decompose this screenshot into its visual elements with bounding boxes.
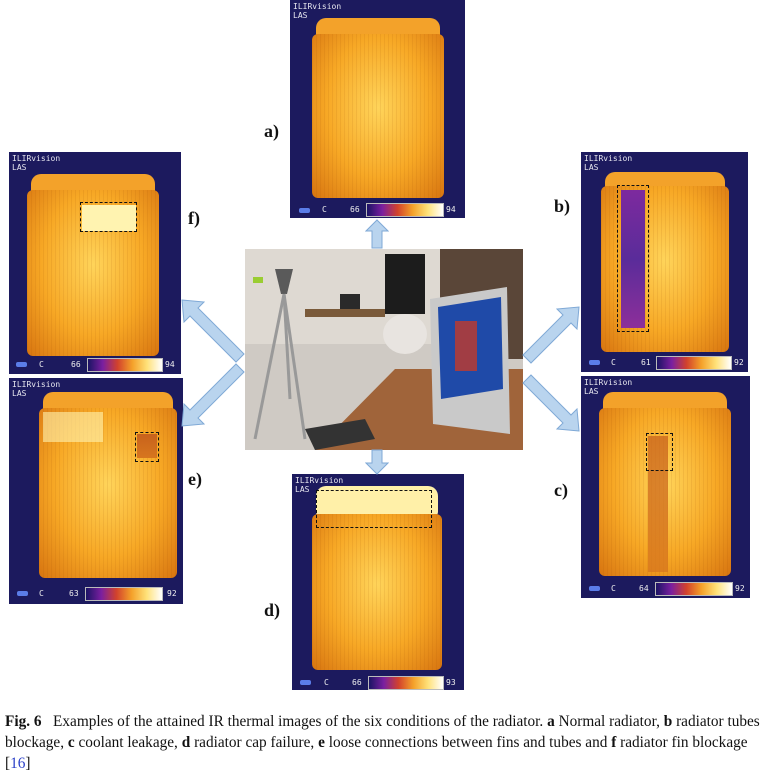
caption-text-b: radiator tubes blockage,	[5, 713, 760, 751]
temperature-max: 92	[735, 584, 745, 593]
temperature-min: 64	[639, 584, 649, 593]
arrow-to-c	[522, 374, 580, 432]
thermal-image-f: ILIRvision LAS C 66 94	[9, 152, 181, 374]
radiator-cap	[316, 486, 438, 516]
temperature-scale-bar	[87, 358, 163, 372]
camera-header: ILIRvision LAS	[584, 378, 633, 396]
reference-open: [	[5, 755, 11, 772]
temperature-min: 66	[71, 360, 81, 369]
caption-text-e: loose connections between fins and tubes…	[328, 734, 608, 751]
camera-header: ILIRvision LAS	[12, 380, 61, 398]
camera-icon	[17, 591, 28, 596]
arrow-to-e	[181, 363, 245, 427]
highlight-box	[80, 202, 137, 232]
panel-label-a: a)	[264, 121, 279, 141]
reference-close: ]	[25, 755, 31, 772]
temperature-min: 66	[350, 205, 360, 214]
camera-icon	[16, 362, 27, 367]
hot-spot	[82, 205, 136, 231]
loose-connection-spot	[137, 434, 157, 458]
temperature-max: 94	[165, 360, 175, 369]
panel-label-b: b)	[554, 196, 571, 216]
arrow-to-b	[522, 306, 580, 364]
setup-scene	[245, 249, 523, 450]
temperature-unit: C	[39, 360, 44, 369]
temperature-max: 93	[446, 678, 456, 687]
caption-text-a: Normal radiator,	[558, 713, 660, 730]
panel-label-f: f)	[188, 208, 200, 228]
temperature-max: 94	[446, 205, 456, 214]
temperature-min: 61	[641, 358, 651, 367]
camera-header: ILIRvision LAS	[584, 154, 633, 172]
caption-letter-e: e	[318, 734, 325, 751]
caption-text-f: radiator fin blockage	[620, 734, 748, 751]
panel-label-e: e)	[188, 469, 202, 489]
camera-header: ILIRvision LAS	[293, 2, 342, 20]
camera-icon	[299, 208, 310, 213]
hot-region	[43, 412, 103, 442]
caption-letter-f: f	[611, 734, 617, 751]
thermal-image-b: ILIRvision LAS C 61 92	[581, 152, 748, 372]
reference-link[interactable]: 16	[10, 755, 26, 772]
arrow-up-to-a	[365, 219, 389, 249]
temperature-scale-bar	[655, 582, 733, 596]
thermal-image-d: ILIRvision LAS C 66 93	[292, 474, 464, 690]
radiator-body	[312, 34, 444, 198]
temperature-unit: C	[611, 358, 616, 367]
camera-icon	[589, 360, 600, 365]
caption-text-d: radiator cap failure,	[194, 734, 315, 751]
temperature-unit: C	[322, 205, 327, 214]
camera-header: ILIRvision LAS	[12, 154, 61, 172]
camera-header: ILIRvision LAS	[295, 476, 344, 494]
panel-label-d: d)	[264, 600, 281, 620]
temperature-scale-bar	[368, 676, 444, 690]
highlight-box	[316, 490, 432, 528]
highlight-box	[646, 433, 673, 471]
camera-icon	[300, 680, 311, 685]
temperature-scale-bar	[366, 203, 444, 217]
caption-letter-a: a	[547, 713, 555, 730]
figure-label: Fig. 6	[5, 713, 42, 730]
temperature-max: 92	[734, 358, 744, 367]
blocked-tubes-region	[621, 190, 645, 328]
caption-letter-b: b	[663, 713, 673, 730]
temperature-scale-bar	[85, 587, 163, 601]
caption-letter-c: c	[67, 734, 75, 751]
caption-text-c: coolant leakage,	[78, 734, 178, 751]
thermal-image-a: ILIRvision LAS C 66 94	[290, 0, 465, 218]
camera-icon	[589, 586, 600, 591]
temperature-unit: C	[611, 584, 616, 593]
temperature-min: 63	[69, 589, 79, 598]
thermal-image-c: ILIRvision LAS C 64 92	[581, 376, 750, 598]
caption-letter-d: d	[181, 734, 191, 751]
temperature-min: 66	[352, 678, 362, 687]
highlight-box	[617, 185, 649, 332]
temperature-scale-bar	[656, 356, 732, 370]
caption-intro: Examples of the attained IR thermal imag…	[53, 713, 544, 730]
radiator-body	[312, 514, 442, 670]
experimental-setup-photo	[245, 249, 523, 450]
temperature-unit: C	[39, 589, 44, 598]
temperature-unit: C	[324, 678, 329, 687]
highlight-box	[135, 432, 159, 462]
arrow-down-to-d	[365, 449, 389, 475]
temperature-max: 92	[167, 589, 177, 598]
panel-label-c: c)	[554, 480, 568, 500]
thermal-image-e: ILIRvision LAS C 63 92	[9, 378, 183, 604]
arrow-to-f	[181, 299, 245, 363]
figure-caption: Fig. 6 Examples of the attained IR therm…	[5, 711, 761, 774]
